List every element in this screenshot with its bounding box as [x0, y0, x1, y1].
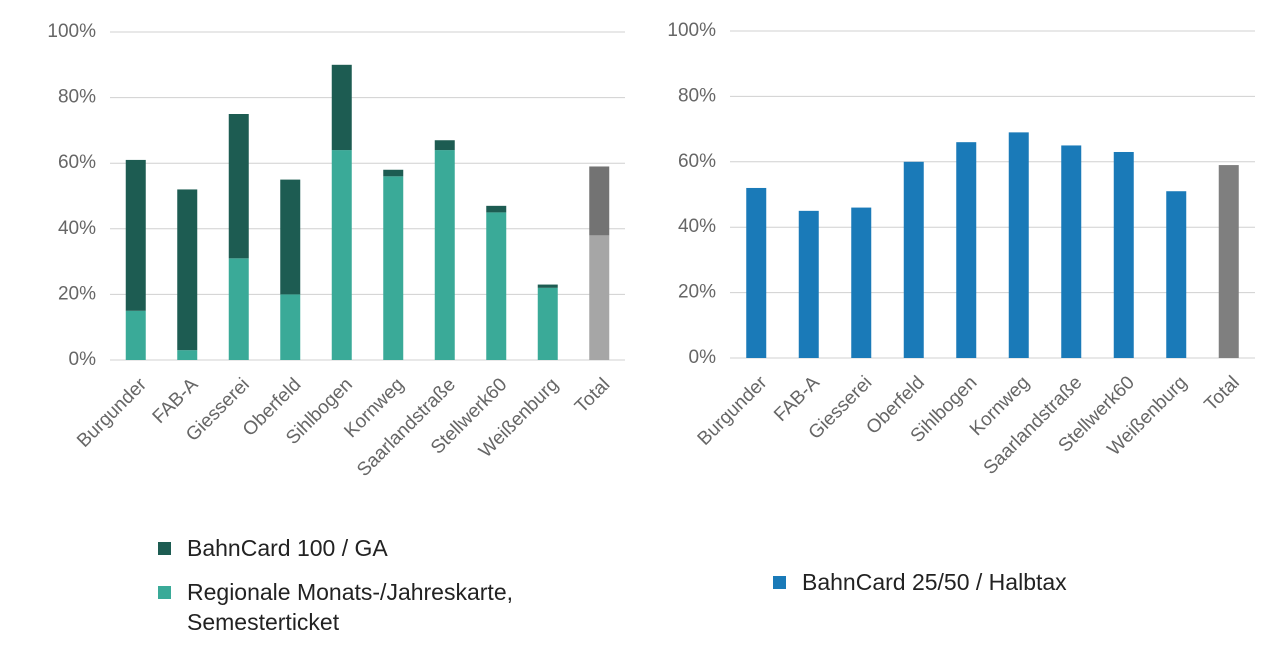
bar [434, 140, 455, 151]
bar [1113, 151, 1134, 358]
bar [486, 205, 507, 213]
bar [177, 189, 198, 351]
bar [589, 235, 610, 360]
bar [1061, 145, 1082, 358]
bar [125, 159, 146, 311]
bar [1218, 165, 1239, 358]
legend-swatch [773, 576, 786, 589]
bar [125, 310, 146, 360]
bar [228, 114, 249, 259]
y-tick-label: 40% [58, 218, 96, 239]
bar [798, 210, 819, 358]
bar [383, 169, 404, 177]
bar [956, 142, 977, 358]
bar [486, 212, 507, 360]
y-tick-label: 20% [58, 283, 96, 304]
legend-item: BahnCard 25/50 / Halbtax [773, 567, 1243, 597]
bar [1008, 132, 1029, 358]
bar [1166, 191, 1187, 358]
legend-label: BahnCard 25/50 / Halbtax [802, 569, 1067, 595]
legend: BahnCard 100 / GA Regionale Monats-/Jahre… [158, 533, 628, 651]
legend-label: Regionale Monats-/Jahreskarte, Semestert… [187, 579, 513, 635]
y-tick-label: 100% [667, 20, 716, 41]
bar [589, 166, 610, 236]
legend-item: BahnCard 100 / GA [158, 533, 628, 563]
bar [280, 179, 301, 295]
legend-swatch [158, 542, 171, 555]
bar [383, 176, 404, 360]
y-tick-label: 20% [678, 282, 716, 303]
bar [331, 64, 352, 151]
legend-swatch [158, 586, 171, 599]
y-tick-label: 0% [69, 349, 97, 370]
bar [537, 287, 558, 360]
bar [331, 150, 352, 360]
bar [903, 161, 924, 358]
bar [851, 207, 872, 358]
bar [537, 284, 558, 288]
y-tick-label: 60% [678, 151, 716, 172]
y-tick-label: 80% [58, 87, 96, 108]
y-tick-label: 80% [678, 85, 716, 106]
y-tick-label: 40% [678, 216, 716, 237]
legend: BahnCard 25/50 / Halbtax [773, 567, 1243, 611]
bar [280, 294, 301, 360]
bar [746, 187, 767, 358]
y-tick-label: 60% [58, 152, 96, 173]
bar [434, 150, 455, 360]
legend-label: BahnCard 100 / GA [187, 535, 388, 561]
y-tick-label: 0% [689, 347, 717, 368]
y-tick-label: 100% [47, 21, 96, 42]
x-tick-label: Burgunder [73, 374, 151, 452]
bar [228, 258, 249, 360]
x-tick-label: Burgunder [694, 372, 772, 450]
x-tick-label: Total [1201, 372, 1244, 415]
bar [177, 350, 198, 360]
x-tick-label: Total [571, 374, 614, 417]
legend-item: Regionale Monats-/Jahreskarte, Semestert… [158, 577, 628, 637]
